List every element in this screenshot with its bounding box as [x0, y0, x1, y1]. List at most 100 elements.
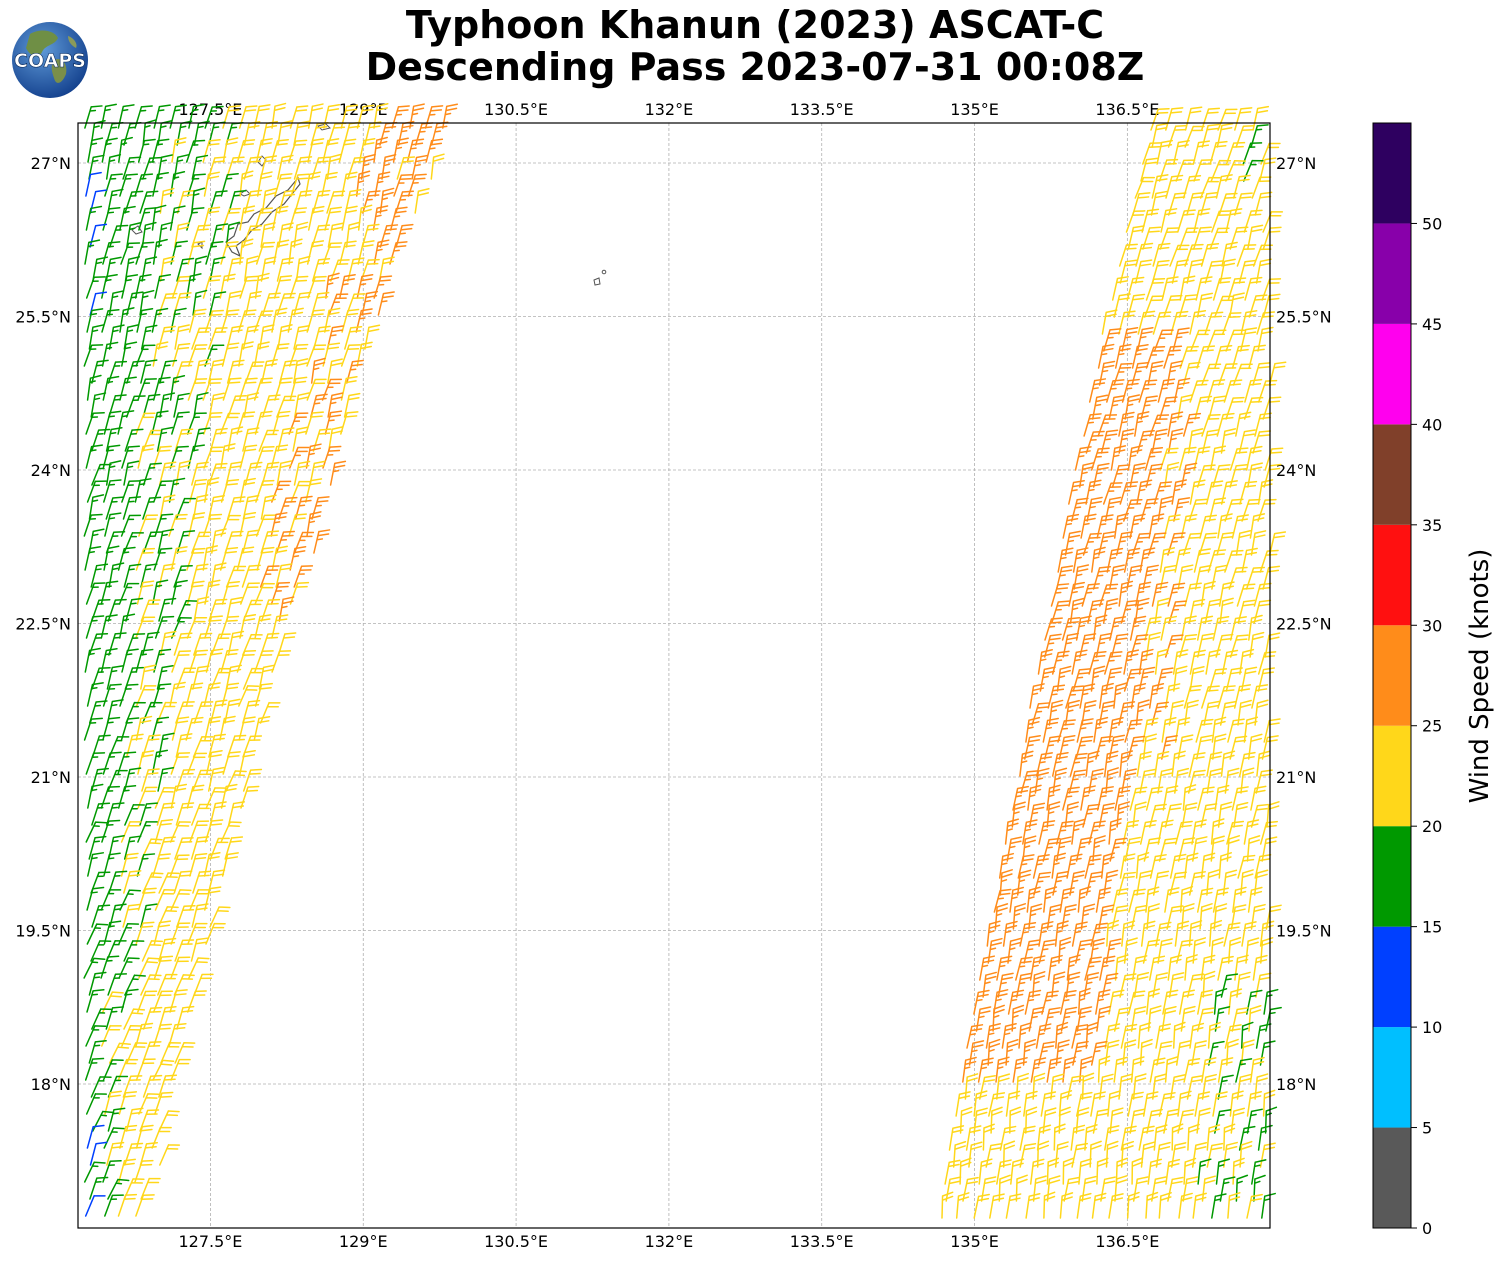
barb-path	[125, 1107, 144, 1132]
barb-path	[324, 206, 343, 231]
wind-barb	[1204, 598, 1222, 624]
wind-barb	[307, 103, 324, 129]
wind-barb	[1205, 480, 1224, 505]
barb-path	[1124, 719, 1143, 743]
wind-barb	[1037, 1041, 1056, 1066]
wind-barb	[1142, 142, 1162, 165]
wind-barb	[1191, 819, 1207, 845]
barb-path	[1227, 936, 1242, 964]
wind-barb	[191, 531, 212, 554]
wind-barb	[1019, 750, 1034, 777]
wind-barb	[1038, 820, 1056, 845]
wind-barb	[1160, 208, 1178, 233]
barb-path	[1108, 734, 1126, 760]
barb-path	[204, 579, 221, 605]
wind-barb	[289, 546, 307, 571]
wind-barb	[952, 1140, 967, 1168]
barb-path	[1134, 411, 1150, 437]
wind-barb	[1235, 411, 1252, 437]
wind-barb	[86, 308, 104, 333]
barb-path	[340, 104, 359, 129]
barb-path	[1098, 700, 1115, 726]
barb-path	[125, 597, 144, 622]
wind-barb	[101, 1024, 122, 1047]
wind-barb	[1082, 532, 1102, 556]
wind-barb	[1044, 735, 1062, 760]
barb-path	[1097, 414, 1118, 437]
wind-barb	[1154, 648, 1170, 675]
wind-barb	[373, 136, 388, 163]
barb-path	[294, 392, 310, 418]
barb-path	[1043, 886, 1058, 913]
wind-barb	[171, 650, 192, 673]
wind-barb	[208, 598, 228, 622]
wind-barb	[1015, 1174, 1028, 1202]
barb-path	[1180, 462, 1198, 488]
wind-barb	[1180, 615, 1197, 641]
barb-path	[1121, 768, 1137, 794]
barb-path	[1250, 803, 1269, 828]
barb-path	[1070, 497, 1089, 522]
barb-path	[965, 1125, 982, 1151]
barb-path	[142, 872, 164, 894]
barb-path	[119, 173, 139, 197]
barb-path	[1104, 651, 1123, 675]
map-frame	[77, 122, 1271, 1229]
wind-barb	[1194, 1091, 1211, 1117]
barb-path	[90, 428, 111, 452]
wind-barb	[1200, 954, 1216, 981]
wind-barb	[293, 221, 309, 248]
wind-barb	[1100, 852, 1116, 879]
wind-barb	[1091, 1192, 1107, 1219]
coastline-islet	[317, 123, 331, 131]
barb-path	[329, 460, 347, 486]
wind-barb	[1066, 853, 1083, 879]
barb-path	[154, 819, 174, 843]
wind-barb	[1038, 939, 1056, 964]
barb-path	[1178, 294, 1198, 318]
wind-barb	[1124, 836, 1141, 862]
barb-path	[1240, 1039, 1255, 1066]
barb-path	[137, 990, 158, 1013]
barb-path	[1259, 920, 1275, 947]
barb-path	[1098, 682, 1114, 709]
wind-barb	[1058, 936, 1072, 964]
barb-path	[1163, 345, 1183, 369]
wind-barb	[1022, 819, 1038, 845]
wind-barb	[1047, 684, 1066, 709]
barb-path	[1176, 939, 1194, 964]
wind-barb	[346, 359, 364, 384]
barb-path	[141, 768, 160, 792]
barb-path	[273, 239, 290, 265]
barb-path	[1182, 175, 1202, 199]
barb-path	[90, 563, 109, 588]
barb-path	[237, 309, 257, 333]
barb-path	[1132, 1073, 1147, 1100]
colorbar-tick-label: 5	[1422, 1119, 1432, 1138]
wind-barb	[1184, 125, 1205, 148]
barb-path	[225, 290, 242, 316]
wind-barb	[203, 411, 223, 435]
barb-path	[1118, 243, 1138, 267]
colorbar-bin	[1373, 725, 1411, 827]
wind-barb	[344, 325, 363, 350]
barb-path	[1212, 733, 1227, 760]
barb-path	[193, 596, 210, 622]
wind-barb	[288, 207, 308, 231]
wind-barb	[219, 273, 236, 299]
barb-path	[1081, 1175, 1097, 1202]
wind-barb	[407, 173, 427, 197]
wind-barb	[362, 190, 381, 214]
wind-barb	[1218, 852, 1232, 879]
wind-barb	[1055, 1039, 1070, 1066]
barb-path	[117, 410, 135, 435]
wind-barb	[1243, 159, 1264, 182]
barb-path	[220, 783, 238, 809]
wind-barb	[1148, 955, 1166, 981]
wind-barb	[1194, 395, 1213, 420]
barb-path	[1243, 396, 1264, 420]
wind-barb	[293, 156, 313, 180]
barb-path	[191, 461, 209, 486]
barb-path	[1051, 852, 1067, 879]
barb-path	[242, 225, 263, 248]
